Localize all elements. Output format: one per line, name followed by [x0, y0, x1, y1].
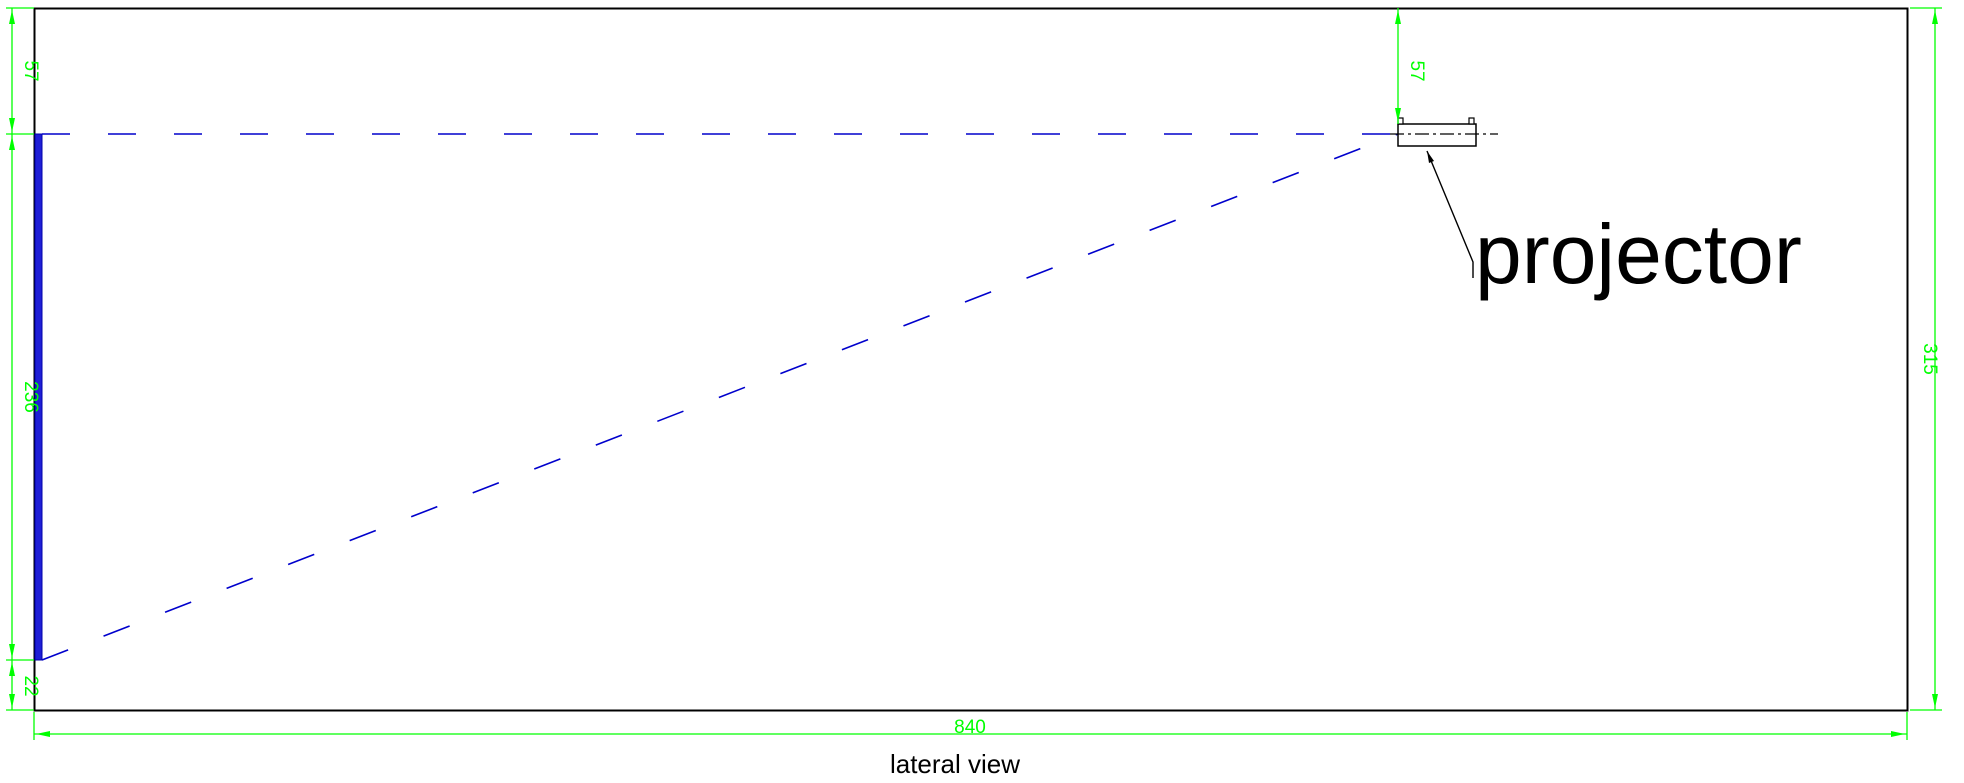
- dim-bottom-gap: 22: [20, 675, 41, 696]
- projection-line-diagonal: [41, 133, 1399, 661]
- dim-left-top-gap: 57: [20, 60, 41, 81]
- dimension-lines: [6, 7, 1942, 740]
- dim-projector-gap: 57: [1406, 60, 1427, 81]
- dim-room-height: 315: [1919, 343, 1940, 375]
- projector-icon: [1390, 117, 1498, 147]
- leader-arrowhead: [1427, 151, 1434, 163]
- dim-screen-height: 236: [20, 381, 41, 413]
- dim-room-length: 840: [954, 717, 986, 738]
- caption-lateral-view: lateral view: [890, 749, 1020, 779]
- screen-panel: [34, 133, 43, 661]
- dimension-arrowheads: [9, 10, 1938, 737]
- room-outline: [33, 7, 1909, 712]
- projector-label: projector: [1475, 207, 1802, 301]
- projector-leader-line: [1426, 150, 1474, 278]
